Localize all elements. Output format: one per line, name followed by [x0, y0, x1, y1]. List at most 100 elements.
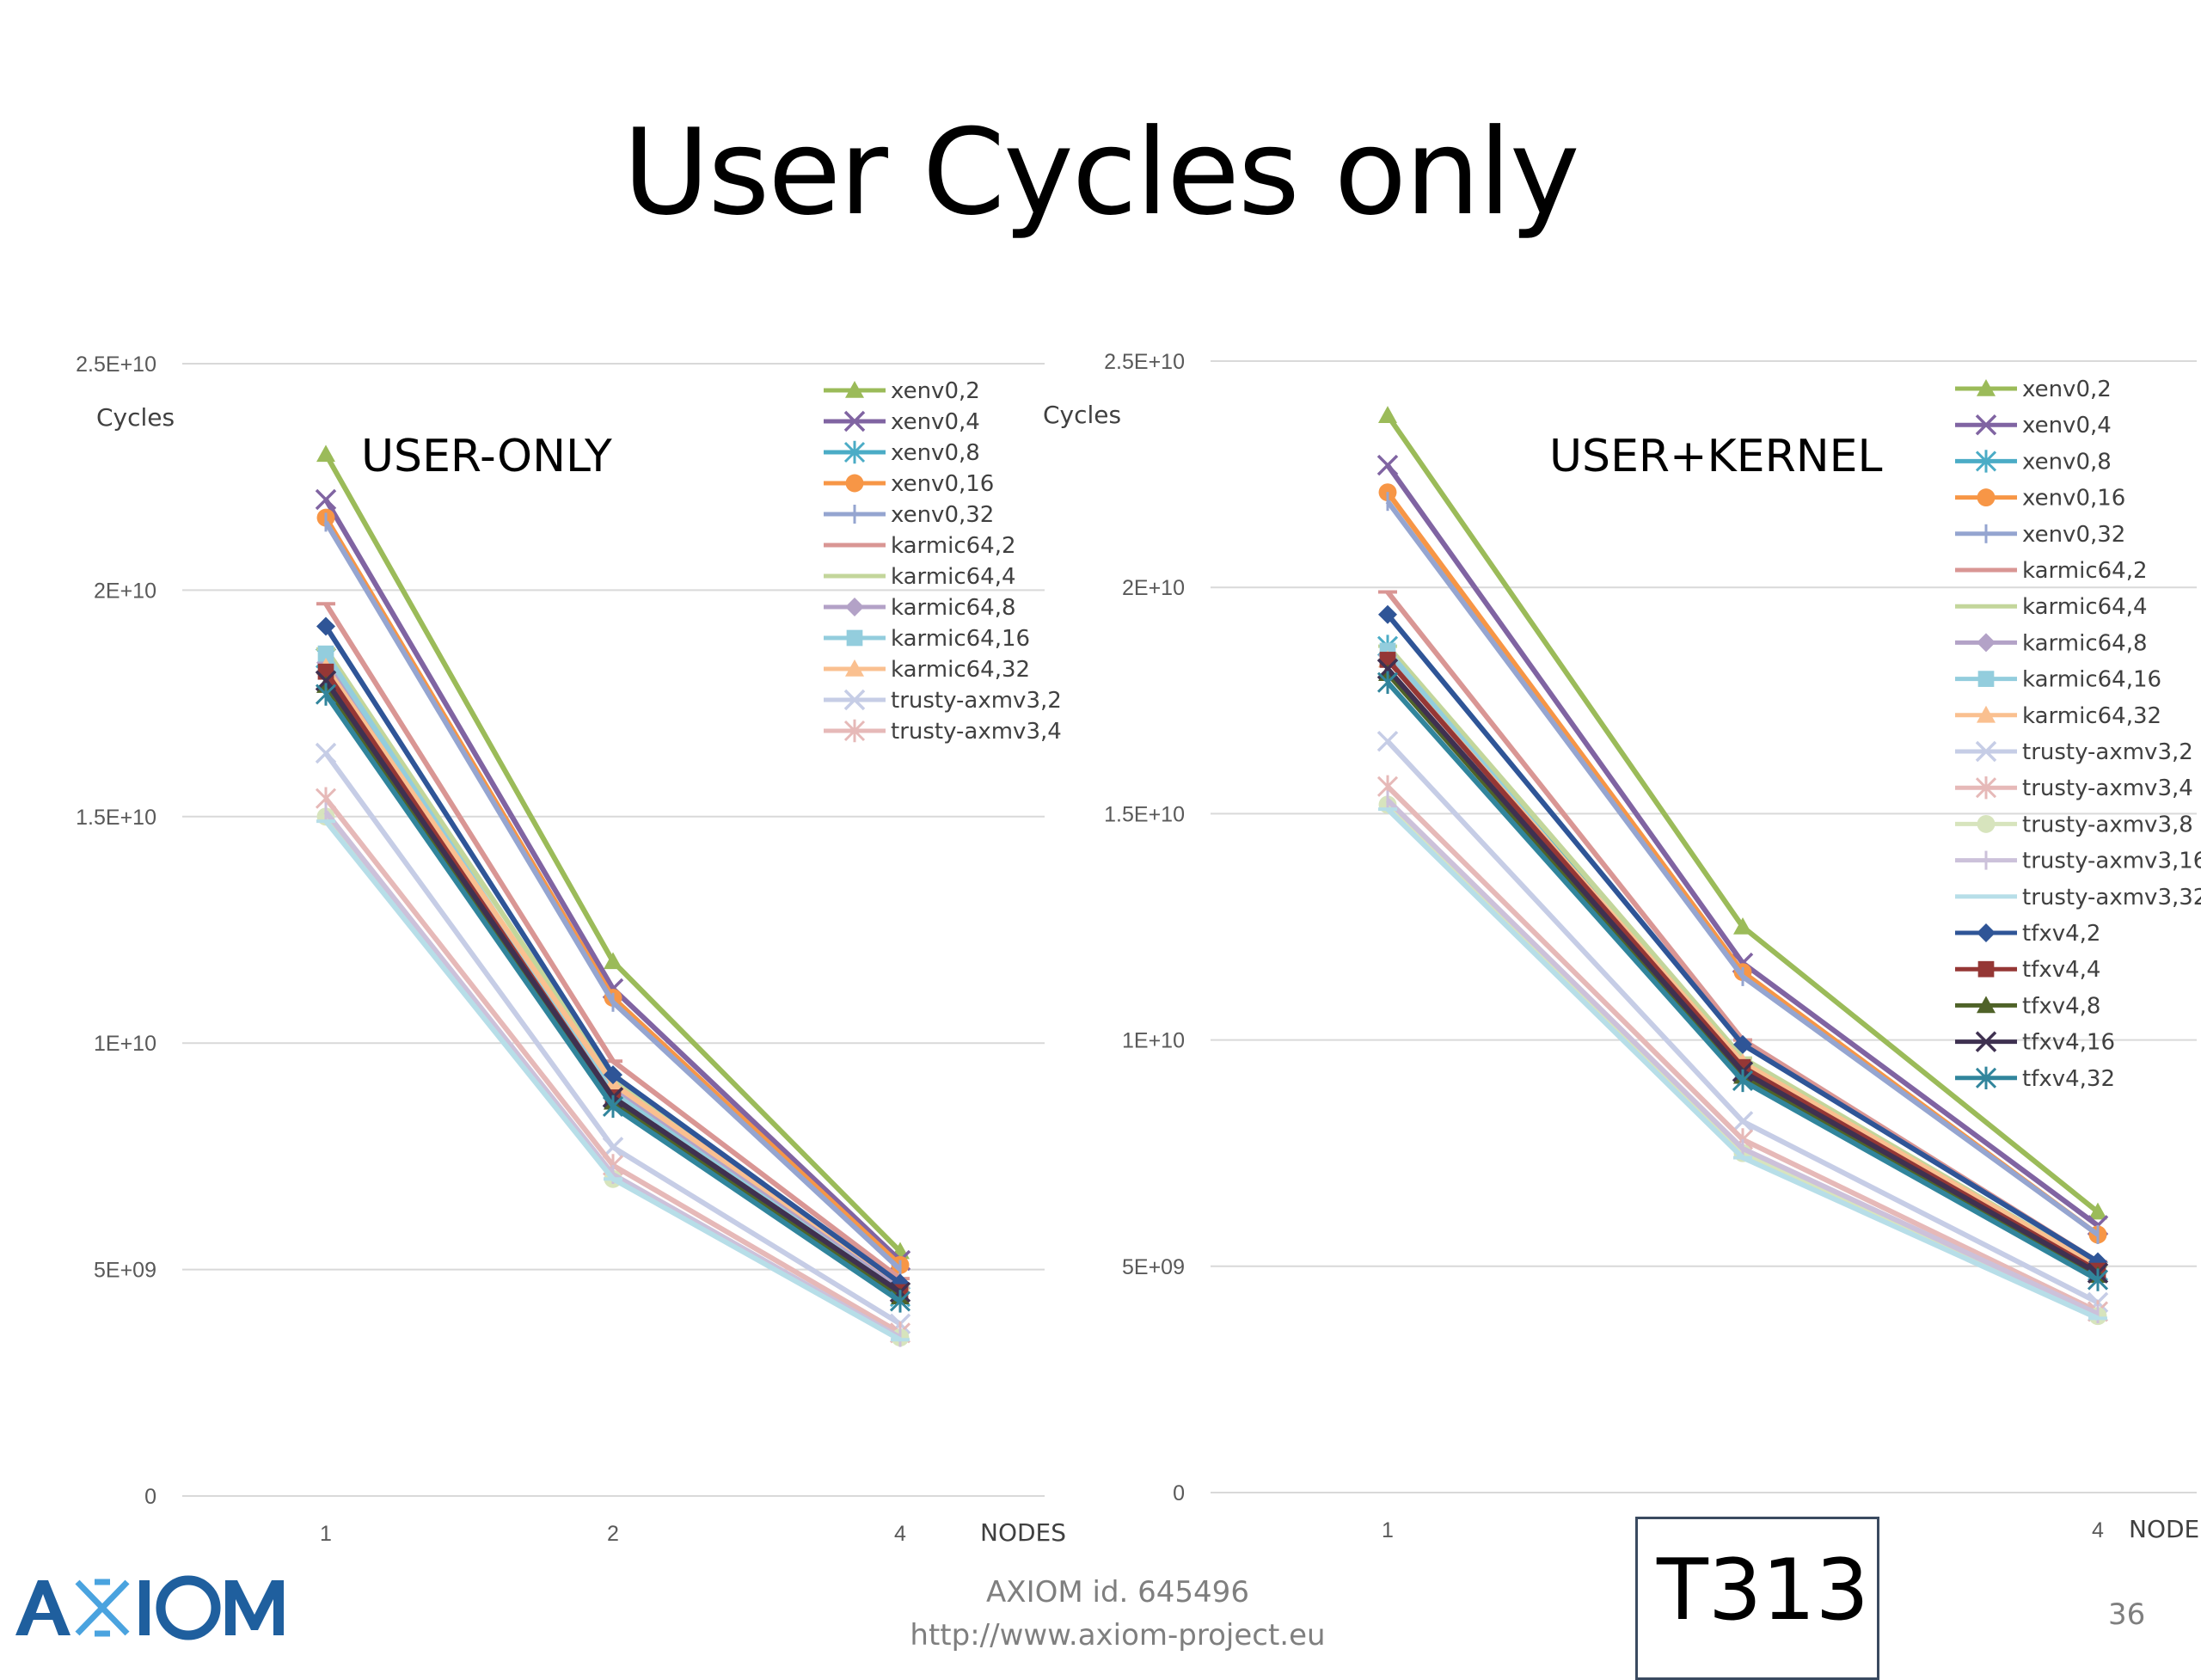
legend-label: xenv0,8: [2022, 449, 2112, 475]
y-tick-label: 2E+10: [1122, 576, 1185, 600]
legend-marker: [845, 381, 864, 398]
y-tick-label: 1.5E+10: [1104, 802, 1185, 826]
y-tick-label: 5E+09: [1122, 1255, 1185, 1279]
legend-marker: [1977, 633, 1996, 653]
x-axis-label: NODES: [2129, 1515, 2201, 1543]
x-tick-label: 1: [320, 1522, 332, 1546]
legend-item-xenv0-16: xenv0,16: [824, 471, 994, 497]
legend-label: tfxv4,32: [2022, 1066, 2115, 1092]
data-point: [1733, 1034, 1752, 1054]
legend-label: trusty-axmv3,16: [2022, 849, 2201, 874]
legend-item-trusty-axmv3-4: trusty-axmv3,4: [1955, 776, 2193, 801]
data-point: [602, 1094, 624, 1119]
legend-item-karmic64-8: karmic64,8: [824, 595, 1016, 621]
legend-marker: [1977, 996, 1996, 1014]
legend-item-trusty-axmv3-32: trusty-axmv3,32: [1955, 885, 2201, 911]
legend-label: xenv0,2: [891, 378, 980, 404]
legend-label: karmic64,2: [891, 533, 1016, 559]
legend-item-tfxv4-4: tfxv4,4: [1955, 957, 2100, 983]
series-line: [1385, 644, 2100, 1269]
chart-user-kernel: 05E+091E+101.5E+102E+102.5E+10124CyclesN…: [1043, 350, 2201, 1543]
series-trusty-axmv3-32: [316, 819, 910, 1342]
legend-marker: [843, 719, 866, 743]
x-tick-label: 4: [894, 1522, 906, 1546]
legend-label: xenv0,16: [891, 471, 994, 497]
legend-marker: [845, 659, 864, 677]
legend-item-karmic64-16: karmic64,16: [1955, 667, 2161, 693]
x-tick-label: 2: [607, 1522, 619, 1546]
legend-item-tfxv4-2: tfxv4,2: [1955, 921, 2100, 947]
legend-label: xenv0,16: [2022, 486, 2125, 512]
legend-item-tfxv4-32: tfxv4,32: [1955, 1066, 2115, 1092]
legend-label: karmic64,4: [2022, 594, 2148, 620]
legend-label: trusty-axmv3,2: [2022, 739, 2193, 765]
legend-marker: [1975, 740, 1997, 763]
legend-label: karmic64,16: [2022, 667, 2161, 693]
series-line: [1385, 463, 2100, 1228]
legend-label: trusty-axmv3,4: [2022, 776, 2193, 801]
series-xenv0-32: [323, 512, 903, 1279]
series-trusty-axmv3-32: [1378, 806, 2107, 1321]
data-point: [316, 445, 335, 463]
slide-stamp: T313: [1635, 1517, 1879, 1680]
legend-item-xenv0-4: xenv0,4: [1955, 413, 2112, 438]
legend-marker: [846, 629, 863, 647]
legend-label: xenv0,4: [2022, 413, 2112, 438]
legend-item-trusty-axmv3-16: trusty-axmv3,16: [1955, 849, 2201, 874]
data-point: [604, 1065, 622, 1085]
legend-item-xenv0-32: xenv0,32: [1955, 522, 2125, 548]
legend-marker: [843, 440, 866, 464]
legend-label: tfxv4,4: [2022, 957, 2100, 983]
legend-marker: [1977, 379, 1996, 396]
series-tfxv4-32: [315, 683, 911, 1313]
legend-item-xenv0-8: xenv0,8: [1955, 449, 2112, 475]
data-point: [317, 645, 334, 662]
data-point: [1378, 604, 1397, 624]
series-line: [1385, 612, 2100, 1265]
legend-item-xenv0-32: xenv0,32: [824, 502, 994, 528]
data-point: [1376, 730, 1399, 752]
y-tick-label: 2.5E+10: [76, 353, 156, 377]
legend-label: karmic64,4: [891, 564, 1016, 590]
legend-item-karmic64-2: karmic64,2: [1955, 558, 2148, 584]
legend-item-xenv0-2: xenv0,2: [1955, 377, 2112, 402]
data-point: [1732, 1111, 1754, 1132]
legend-label: trusty-axmv3,32: [2022, 885, 2201, 911]
data-point: [1378, 406, 1397, 423]
legend-item-tfxv4-8: tfxv4,8: [1955, 993, 2100, 1019]
legend-item-xenv0-16: xenv0,16: [1955, 486, 2125, 512]
legend-item-trusty-axmv3-8: trusty-axmv3,8: [1955, 812, 2193, 837]
legend-label: xenv0,32: [2022, 522, 2125, 548]
legend-marker: [1977, 671, 1995, 687]
series-trusty-axmv3-2: [1376, 730, 2109, 1314]
legend-label: xenv0,4: [891, 409, 980, 435]
legend: xenv0,2 xenv0,4 xenv0,8 xenv0,16 xenv0,32 kar…: [1955, 377, 2201, 1092]
axiom-logo: [15, 1575, 284, 1640]
data-point: [604, 952, 622, 970]
legend-marker: [845, 474, 864, 493]
legend-label: karmic64,8: [891, 595, 1016, 621]
legend-marker: [845, 598, 864, 616]
data-point: [1376, 671, 1399, 694]
series-xenv0-32: [1385, 492, 2100, 1244]
legend-item-trusty-axmv3-2: trusty-axmv3,2: [1955, 739, 2193, 765]
legend-marker: [1975, 776, 1997, 800]
legend-label: trusty-axmv3,2: [891, 688, 1062, 714]
y-axis-label: Cycles: [1043, 401, 1121, 429]
legend-marker: [1975, 450, 1997, 473]
legend-item-karmic64-4: karmic64,4: [1955, 594, 2148, 620]
legend-marker: [1977, 488, 1996, 507]
series-tfxv4-2: [1378, 604, 2107, 1272]
legend: xenv0,2 xenv0,4 xenv0,8 xenv0,16 xenv0,32 kar…: [824, 378, 1062, 745]
y-tick-label: 0: [144, 1485, 156, 1509]
series-trusty-axmv3-16: [1385, 790, 2100, 1324]
legend-item-karmic64-32: karmic64,32: [1955, 703, 2161, 729]
x-tick-label: 4: [2092, 1518, 2104, 1542]
data-point: [1733, 917, 1752, 935]
data-point: [2087, 1268, 2109, 1291]
legend-marker: [1975, 414, 1997, 436]
data-point: [1376, 454, 1399, 476]
panel-title: USER-ONLY: [361, 431, 612, 482]
legend-item-xenv0-4: xenv0,4: [824, 409, 980, 435]
legend-label: karmic64,2: [2022, 558, 2148, 584]
